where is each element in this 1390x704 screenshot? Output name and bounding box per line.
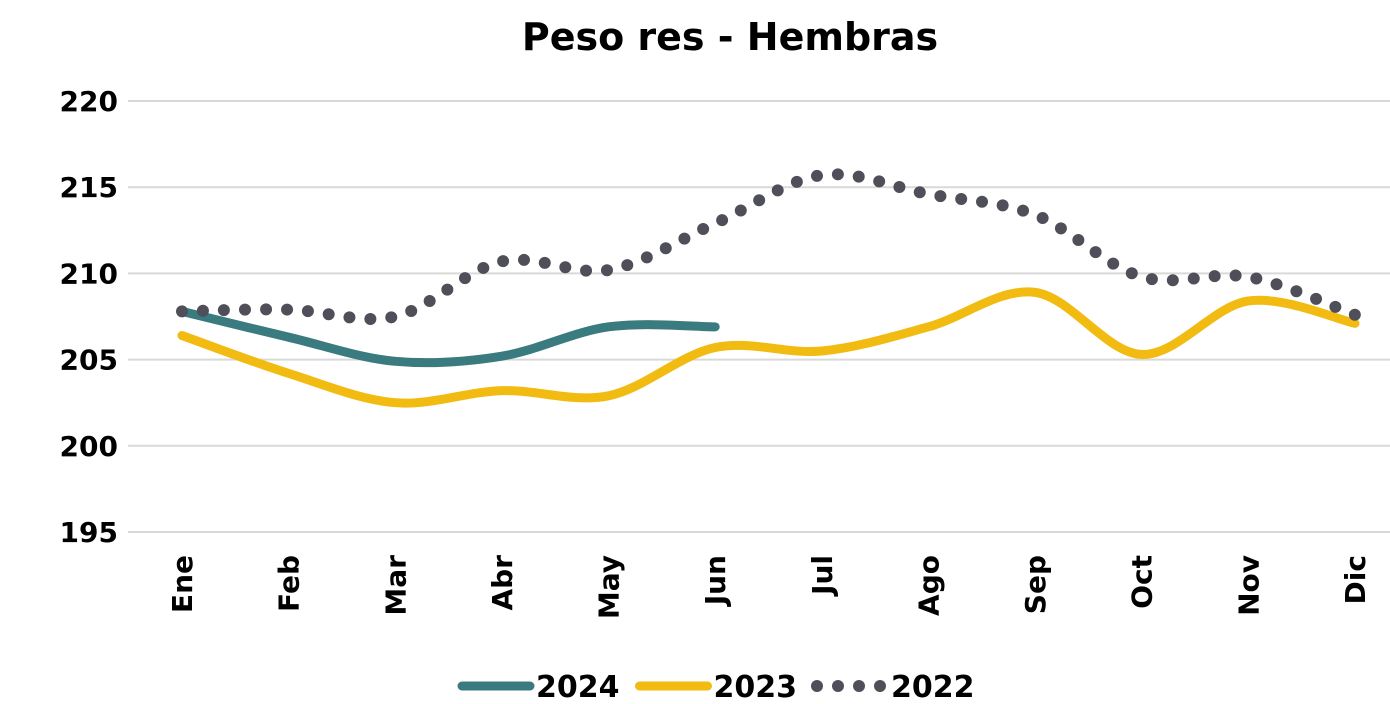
chart-title: Peso res - Hembras bbox=[522, 15, 938, 59]
legend-label: 2022 bbox=[891, 670, 975, 704]
x-tick-label: Nov bbox=[1232, 555, 1265, 616]
x-tick-label: Abr bbox=[486, 555, 519, 611]
x-tick-label: Jul bbox=[806, 555, 839, 597]
y-tick-label: 200 bbox=[60, 430, 118, 463]
x-tick-label: Oct bbox=[1126, 555, 1159, 609]
y-tick-label: 205 bbox=[60, 344, 118, 377]
x-tick-label: Sep bbox=[1019, 555, 1052, 614]
x-tick-label: Feb bbox=[273, 555, 306, 612]
x-tick-label: Dic bbox=[1339, 555, 1372, 604]
legend-label: 2023 bbox=[714, 670, 798, 704]
series-line bbox=[177, 306, 720, 368]
x-tick-label: May bbox=[593, 555, 626, 619]
y-tick-label: 195 bbox=[60, 516, 118, 549]
series-line bbox=[176, 168, 1361, 325]
x-tick-label: Mar bbox=[379, 555, 412, 616]
legend-label: 2024 bbox=[536, 670, 620, 704]
x-tick-label: Ago bbox=[912, 555, 945, 616]
series-line bbox=[177, 287, 1360, 408]
y-tick-label: 210 bbox=[60, 257, 118, 290]
y-tick-label: 220 bbox=[60, 85, 118, 118]
y-tick-label: 215 bbox=[60, 171, 118, 204]
x-tick-label: Ene bbox=[166, 555, 199, 613]
x-tick-label: Jun bbox=[699, 555, 732, 607]
